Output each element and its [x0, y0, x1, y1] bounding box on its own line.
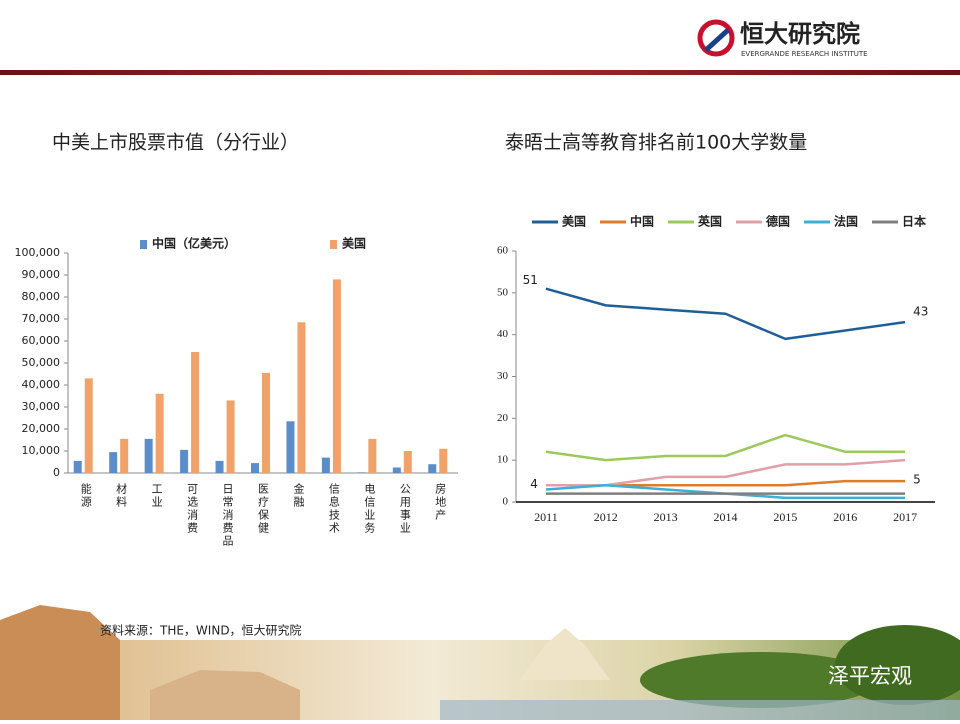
header-rule: [0, 70, 960, 75]
bar: [215, 460, 224, 473]
x-tick-label: 2015: [773, 510, 797, 524]
legend-label: 法国: [834, 214, 858, 229]
legend-label: 美国: [562, 214, 586, 229]
legend-swatch: [140, 240, 147, 249]
bar: [321, 457, 330, 473]
y-tick-label: 0: [53, 466, 60, 479]
y-tick-label: 60,000: [22, 334, 61, 347]
x-tick-label: 房地产: [434, 483, 447, 522]
bar: [286, 421, 295, 473]
bar: [297, 322, 306, 473]
y-tick-label: 30: [497, 370, 509, 382]
bar: [403, 451, 412, 473]
bar: [439, 448, 448, 473]
x-tick-label: 可选消费: [186, 483, 199, 535]
bar: [357, 472, 366, 473]
chart-title: 中美上市股票市值（分行业）: [52, 132, 299, 154]
legend-label: 中国: [630, 214, 654, 229]
footer-image: [0, 605, 960, 720]
bar: [368, 438, 377, 473]
bar: [251, 463, 259, 473]
x-tick-label: 2017: [893, 510, 917, 524]
water: [440, 700, 960, 720]
y-tick-label: 0: [503, 496, 509, 508]
y-tick-label: 30,000: [22, 400, 61, 413]
bar: [332, 279, 341, 473]
y-tick-label: 10,000: [22, 444, 61, 457]
data-label: 5: [913, 473, 921, 487]
bar: [144, 438, 153, 473]
x-tick-label: 金融: [292, 482, 305, 509]
x-tick-label: 工业: [150, 483, 163, 509]
x-tick-label: 2011: [534, 510, 558, 524]
y-tick-label: 40,000: [22, 378, 61, 391]
bar: [226, 400, 235, 473]
x-tick-label: 2016: [833, 510, 857, 524]
x-tick-label: 公用事业: [398, 483, 411, 535]
bar: [84, 378, 93, 473]
bar: [191, 352, 200, 473]
y-tick-label: 10: [497, 454, 509, 466]
y-tick-label: 60: [497, 245, 509, 257]
bar: [180, 449, 189, 473]
legend-swatch: [330, 240, 337, 249]
y-tick-label: 20: [497, 412, 509, 424]
bar: [155, 393, 164, 473]
data-label: 51: [523, 273, 538, 287]
y-tick-label: 70,000: [22, 312, 61, 325]
chart-title: 泰晤士高等教育排名前100大学数量: [505, 132, 807, 154]
x-tick-label: 电信业务: [363, 483, 376, 535]
source-note: 资料来源：THE，WIND，恒大研究院: [100, 623, 302, 638]
bar: [262, 372, 270, 473]
watermark: 泽平宏观: [828, 664, 912, 688]
legend-label: 日本: [902, 214, 926, 229]
y-tick-label: 40: [497, 328, 509, 340]
x-tick-label: 2014: [714, 510, 738, 524]
y-tick-label: 100,000: [15, 246, 61, 259]
y-tick-label: 50,000: [22, 356, 61, 369]
y-tick-label: 50: [497, 286, 509, 298]
x-tick-label: 能源: [79, 482, 92, 509]
y-tick-label: 90,000: [22, 268, 61, 281]
data-label: 43: [913, 305, 928, 319]
x-tick-label: 医疗保健: [257, 483, 270, 535]
logo-name: 恒大研究院: [740, 20, 860, 48]
logo-stroke: [704, 28, 730, 52]
legend-label: 英国: [698, 214, 722, 229]
x-tick-label: 2012: [594, 510, 618, 524]
bar: [428, 464, 437, 473]
x-tick-label: 2013: [654, 510, 678, 524]
logo: 恒大研究院 EVERGRANDE RESEARCH INSTITUTE: [697, 19, 868, 58]
bar: [73, 460, 82, 473]
building: [150, 670, 300, 720]
line: [545, 287, 906, 341]
data-label: 4: [530, 477, 538, 491]
legend-label: 德国: [766, 214, 790, 229]
y-tick-label: 20,000: [22, 422, 61, 435]
building: [0, 605, 120, 720]
legend-label: 美国: [342, 236, 366, 251]
legend-label: 中国（亿美元）: [152, 236, 236, 251]
line: [545, 433, 906, 462]
trees: [640, 652, 880, 708]
x-tick-label: 日常消费品: [221, 483, 234, 548]
logo-mark: [697, 19, 735, 57]
bar: [120, 438, 129, 473]
bar: [109, 452, 118, 473]
y-tick-label: 80,000: [22, 290, 61, 303]
logo-subtitle: EVERGRANDE RESEARCH INSTITUTE: [741, 50, 868, 58]
bar: [392, 467, 401, 473]
capitol: [520, 628, 610, 680]
x-tick-label: 信息技术: [327, 483, 340, 535]
x-tick-label: 材料: [115, 482, 128, 509]
trees: [835, 625, 960, 705]
